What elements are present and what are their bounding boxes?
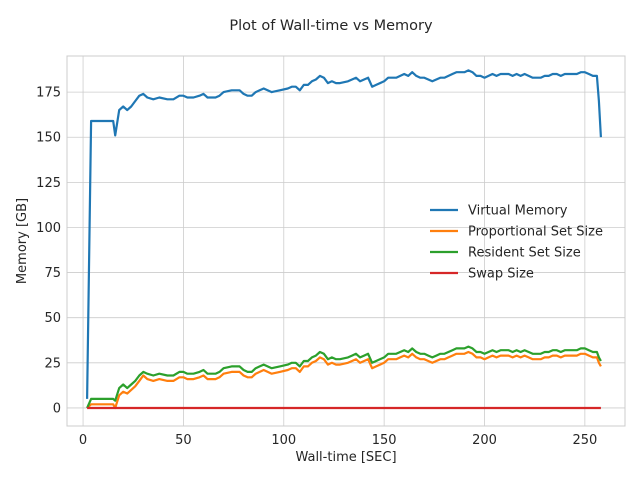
legend: Virtual Memory Proportional Set Size Resid… (430, 204, 603, 282)
x-axis-ticks: 0 50 100 150 200 250 (79, 433, 597, 448)
series-line-proportional-set-size (86, 350, 602, 410)
y-axis-ticks: 0 25 50 75 100 125 150 175 (36, 86, 61, 417)
y-tick-label: 125 (36, 176, 61, 191)
y-tick-label: 100 (36, 221, 61, 236)
legend-entry: Virtual Memory (468, 204, 568, 219)
x-tick-label: 0 (79, 433, 87, 448)
x-tick-label: 100 (271, 433, 296, 448)
x-tick-label: 50 (175, 433, 192, 448)
x-tick-label: 200 (472, 433, 497, 448)
plot-frame (66, 55, 626, 427)
x-axis-label: Wall-time [SEC] (295, 450, 396, 465)
y-tick-label: 75 (44, 266, 61, 281)
chart-title: Plot of Wall-time vs Memory (229, 18, 433, 34)
y-tick-label: 0 (53, 401, 61, 416)
y-tick-label: 50 (44, 311, 61, 326)
series-line-resident-set-size (86, 345, 602, 409)
x-tick-label: 150 (372, 433, 397, 448)
y-tick-label: 175 (36, 86, 61, 101)
legend-entry: Proportional Set Size (468, 225, 603, 240)
grid (67, 56, 625, 426)
legend-entry: Swap Size (468, 267, 534, 282)
legend-entry: Resident Set Size (468, 246, 581, 261)
y-tick-label: 150 (36, 131, 61, 146)
x-tick-label: 250 (572, 433, 597, 448)
y-tick-label: 25 (44, 356, 61, 371)
y-axis-label: Memory [GB] (15, 198, 30, 284)
series-line-virtual-memory (86, 69, 602, 399)
series-lines (86, 69, 602, 410)
